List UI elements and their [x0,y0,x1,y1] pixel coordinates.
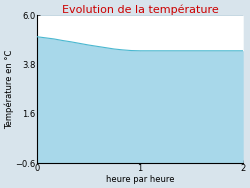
Title: Evolution de la température: Evolution de la température [62,4,218,15]
X-axis label: heure par heure: heure par heure [106,175,174,184]
Y-axis label: Température en °C: Température en °C [4,50,14,129]
